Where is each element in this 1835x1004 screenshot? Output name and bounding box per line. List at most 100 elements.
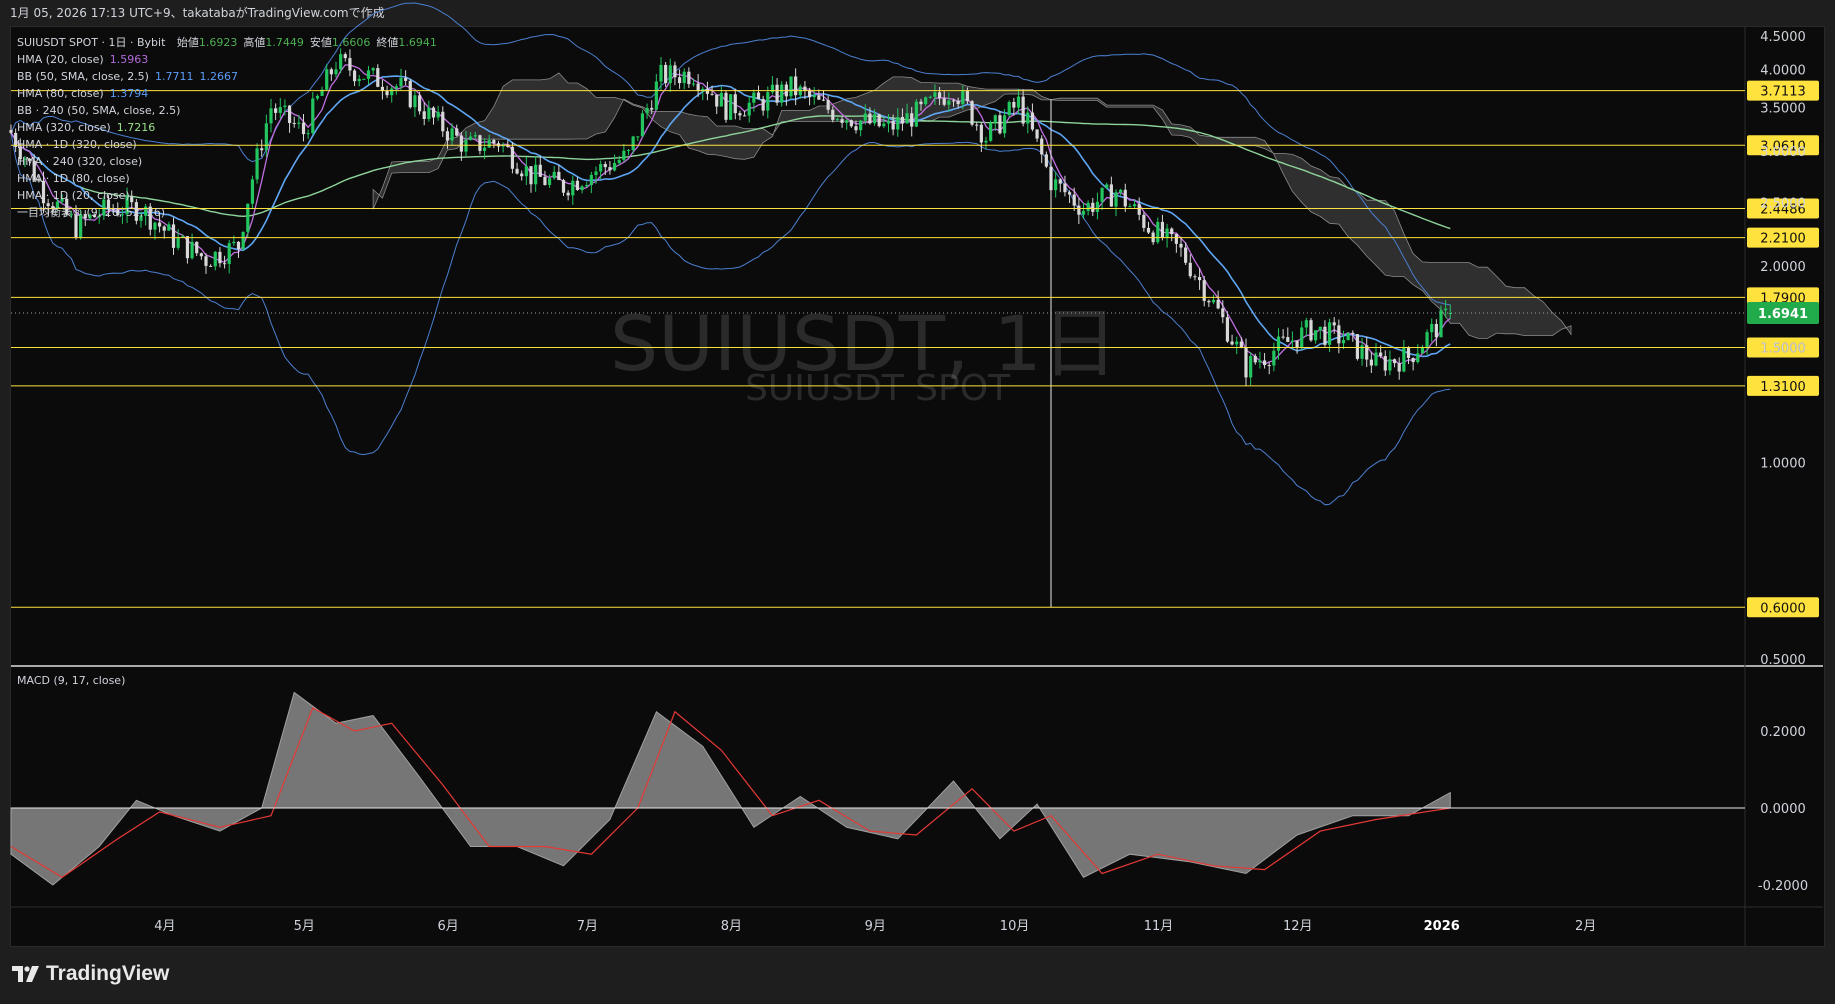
candle-body — [1193, 276, 1197, 278]
candle-body — [1430, 323, 1434, 333]
candle-body — [1267, 365, 1271, 367]
candle-body — [1026, 112, 1030, 124]
candle-body — [831, 109, 835, 120]
candle-body — [352, 70, 357, 82]
candle-body — [176, 237, 180, 248]
candle-body — [1300, 327, 1304, 348]
legend-indicator-row[interactable]: HMA · 1D (320, close) — [17, 138, 137, 151]
candle-body — [153, 222, 157, 230]
candle-body — [840, 119, 844, 123]
candle-body — [130, 196, 134, 203]
time-axis-tick: 2月 — [1575, 919, 1596, 934]
time-axis-tick: 7月 — [577, 919, 598, 934]
candle-body — [1337, 325, 1341, 344]
legend-indicator-row[interactable]: HMA · 1D (80, close) — [17, 172, 130, 185]
candle-body — [1021, 96, 1025, 124]
candle-body — [603, 164, 607, 168]
legend-indicator-row[interactable]: HMA (80, close) 1.3794 — [17, 87, 149, 100]
candle-body — [1170, 228, 1174, 235]
candle-body — [1392, 359, 1397, 364]
legend-indicator-row[interactable]: BB (50, SMA, close, 2.5) 1.7711 1.2667 — [17, 70, 238, 83]
candle-body — [937, 92, 942, 99]
legend-indicator-row[interactable]: HMA (320, close) 1.7216 — [17, 121, 156, 134]
candle-body — [1202, 280, 1206, 301]
candle-body — [1281, 336, 1285, 338]
candle-body — [297, 122, 301, 124]
time-axis-tick: 6月 — [438, 919, 459, 934]
candle-body — [116, 209, 120, 216]
candle-body — [975, 124, 979, 126]
candle-body — [14, 132, 18, 147]
candle-body — [41, 180, 46, 204]
candle-body — [450, 128, 454, 141]
price-axis-tick: 3.0000 — [1760, 145, 1806, 160]
candle-body — [789, 76, 793, 97]
price-axis-tick: 1.0000 — [1760, 456, 1806, 471]
price-axis-tick: 4.0000 — [1760, 63, 1806, 78]
legend-indicator-row[interactable]: HMA (20, close) 1.5963 — [17, 53, 149, 66]
candle-body — [74, 214, 78, 238]
candle-body — [882, 123, 886, 127]
candle-body — [32, 160, 36, 181]
candle-body — [1114, 192, 1118, 207]
candle-body — [46, 203, 50, 207]
candle-body — [1007, 101, 1011, 116]
legend-indicator-row[interactable]: BB · 240 (50, SMA, close, 2.5) — [17, 104, 181, 117]
candle-body — [269, 108, 273, 124]
candle-body — [1332, 322, 1336, 326]
macd-signal-line — [10, 707, 1451, 879]
candle-body — [348, 58, 352, 71]
candle-body — [469, 136, 473, 140]
candle-body — [515, 168, 519, 174]
candle-body — [910, 113, 914, 127]
candle-body — [362, 78, 366, 80]
candle-body — [961, 90, 965, 105]
candle-body — [821, 99, 826, 101]
candle-body — [195, 241, 199, 254]
candle-body — [965, 90, 970, 102]
candle-body — [775, 84, 779, 103]
candle-body — [413, 95, 417, 108]
candle-body — [473, 135, 477, 137]
legend-ohlc-item: 安値1.6606 — [309, 36, 371, 49]
candle-body — [199, 253, 203, 257]
candle-body — [1262, 360, 1267, 366]
candle-body — [1072, 194, 1076, 206]
candle-body — [766, 92, 770, 111]
candle-body — [1341, 340, 1346, 344]
candle-body — [1063, 183, 1067, 193]
candle-body — [886, 120, 891, 124]
candle-body — [37, 180, 41, 182]
candle-body — [343, 54, 347, 59]
candle-body — [835, 119, 840, 121]
legend-indicator-row[interactable]: HMA · 240 (320, close) — [17, 155, 143, 168]
candle-body — [877, 114, 881, 127]
candle-body — [636, 136, 640, 138]
candle-body — [1058, 179, 1062, 184]
candle-body — [747, 102, 751, 116]
level-label-bg — [1747, 198, 1819, 219]
candle-body — [993, 115, 997, 123]
candle-body — [278, 107, 282, 113]
candle-body — [896, 116, 900, 130]
candle-body — [612, 162, 617, 171]
candle-body — [283, 105, 287, 108]
legend-indicators: HMA (20, close) 1.5963 BB (50, SMA, close,… — [17, 51, 437, 221]
hma-80-line — [10, 75, 1451, 358]
legend-indicator-row[interactable]: HMA · 1D (20, close) — [17, 189, 130, 202]
candle-body — [366, 70, 371, 79]
candle-body — [561, 180, 566, 193]
candle-body — [803, 86, 807, 91]
legend-ohlc-item: 高値1.7449 — [243, 36, 304, 49]
candle-body — [311, 98, 315, 134]
candle-body — [956, 100, 960, 105]
candle-body — [552, 171, 556, 179]
legend-indicator-row[interactable]: 一目均衡表® (9, 26, 52, 26) — [17, 206, 166, 219]
candle-body — [998, 115, 1002, 134]
tradingview-logo[interactable]: TradingView — [12, 962, 169, 986]
macd-title: MACD (9, 17, close) — [17, 674, 126, 687]
candle-body — [306, 133, 310, 135]
candle-body — [455, 128, 459, 136]
candle-body — [431, 107, 436, 118]
